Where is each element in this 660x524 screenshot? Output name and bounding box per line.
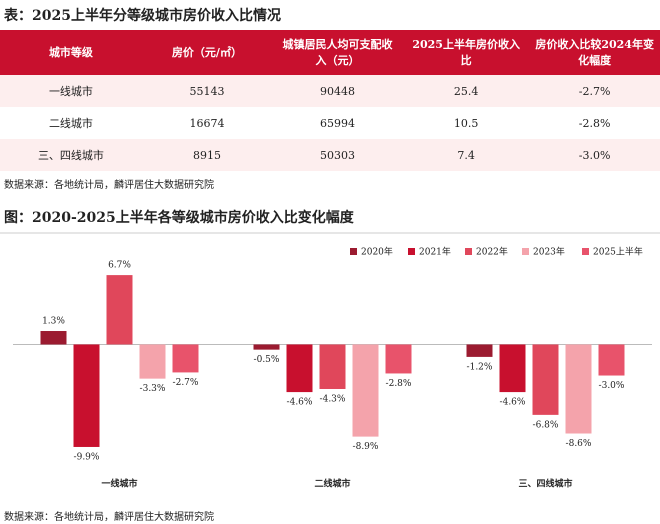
legend-label: 2022年 (476, 246, 508, 258)
bar (139, 344, 166, 379)
value-label: -4.6% (500, 398, 526, 408)
table-cell: -2.8% (578, 116, 611, 130)
table-cell: 7.4 (403, 139, 530, 171)
legend-label: 2025上半年 (593, 246, 643, 258)
x-tick-label: 二线城市 (314, 478, 350, 490)
value-label: -8.9% (353, 442, 379, 452)
bar (106, 275, 133, 345)
table-cell: 二线城市 (48, 117, 93, 130)
bar (466, 344, 493, 357)
table-cell: -3.0% (529, 139, 660, 171)
legend-swatch (582, 248, 589, 255)
table-cell: 50303 (272, 139, 404, 171)
table-cell: 一线城市 (0, 75, 142, 107)
table-cell: 16674 (189, 116, 225, 130)
bar (532, 344, 559, 415)
bar (286, 344, 313, 393)
header-cell: 城市等级 (0, 30, 142, 75)
chart-source: 数据来源：各地统计局，麟评居住大数据研究院 (4, 512, 214, 523)
value-label: -0.5% (254, 355, 280, 365)
bar (172, 344, 199, 373)
value-label: -2.8% (386, 379, 412, 389)
bar (352, 344, 379, 437)
table-row: 一线城市 55143 90448 25.4 -2.7% (0, 75, 660, 107)
value-label: -9.9% (74, 452, 100, 462)
value-label: -6.8% (533, 420, 559, 430)
legend-label: 2020年 (361, 246, 393, 258)
value-label: -1.2% (467, 362, 493, 372)
bar (385, 344, 412, 374)
header-cell: 房价收入比较2024年变化幅度 (529, 30, 660, 75)
legend-swatch (408, 248, 415, 255)
legend-swatch (522, 248, 529, 255)
legend-label: 2023年 (533, 246, 565, 258)
header-cell: 2025上半年房价收入比 (403, 30, 530, 75)
bar (499, 344, 526, 393)
table-cell: 55143 (141, 75, 273, 107)
table-row: 二线城市 16674 65994 10.5 -2.8% (0, 107, 660, 139)
value-label: 6.7% (108, 261, 131, 271)
table-cell: -2.7% (529, 75, 660, 107)
value-label: -3.0% (599, 381, 625, 391)
table-cell: 三、四线城市 (0, 139, 142, 171)
legend-label: 2021年 (419, 246, 451, 258)
legend-swatch (465, 248, 472, 255)
header-cell: 房价（元/㎡） (141, 30, 273, 75)
table-title: 表：2025上半年分等级城市房价收入比情况 (4, 8, 281, 24)
table-source: 数据来源：各地统计局，麟评居住大数据研究院 (4, 180, 214, 191)
value-label: 1.3% (42, 317, 65, 327)
value-label: -8.6% (566, 439, 592, 449)
bar (253, 344, 280, 350)
table-cell: 10.5 (453, 116, 479, 130)
table-row: 三、四线城市 8915 50303 7.4 -3.0% (0, 139, 660, 171)
x-tick-label: 三、四线城市 (518, 478, 572, 490)
table-cell: 8915 (141, 139, 273, 171)
legend-swatch (350, 248, 357, 255)
table: 城市等级 房价（元/㎡） 城镇居民人均可支配收入（元） 2025上半年房价收入比 房价收… (0, 30, 660, 171)
table-cell: 65994 (320, 116, 356, 130)
bar (319, 344, 346, 389)
header-cell: 城镇居民人均可支配收入（元） (272, 30, 404, 75)
bar (598, 344, 625, 376)
chart-title: 图：2020-2025上半年各等级城市房价收入比变化幅度 (4, 210, 354, 226)
table-cell: 25.4 (403, 75, 530, 107)
bar (73, 344, 100, 447)
value-label: -4.6% (287, 398, 313, 408)
bar (565, 344, 592, 434)
table-cell: 90448 (272, 75, 404, 107)
value-label: -3.3% (140, 384, 166, 394)
x-tick-label: 一线城市 (101, 478, 137, 490)
bar (40, 331, 67, 345)
value-label: -2.7% (173, 378, 199, 388)
value-label: -4.3% (320, 394, 346, 404)
